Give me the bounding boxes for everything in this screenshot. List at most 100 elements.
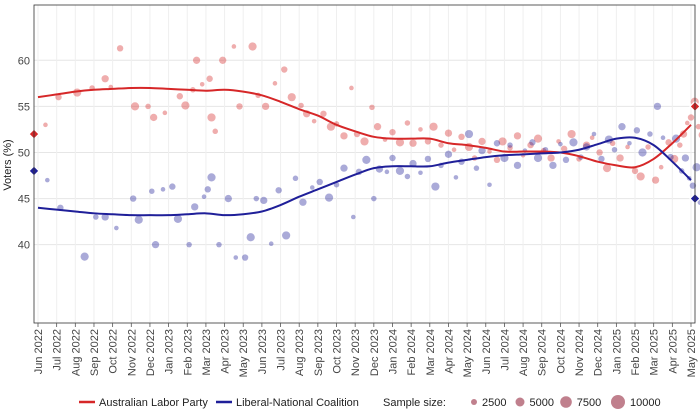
alp-poll-point (272, 81, 278, 86)
lnp-poll-point (224, 194, 232, 203)
x-tick-label: Dec 2022 (145, 329, 157, 376)
x-tick-label: Dec 2024 (593, 329, 605, 376)
alp-poll-point (373, 123, 382, 131)
alp-poll-point (493, 156, 501, 164)
legend: Australian Labor Party Liberal-National … (79, 395, 661, 409)
x-tick-label: Jul 2022 (52, 329, 64, 371)
lnp-poll-point (558, 141, 563, 147)
lnp-poll-point (160, 187, 166, 192)
plot-border (33, 4, 696, 324)
sample-size-dot (560, 396, 572, 408)
lnp-poll-point (207, 173, 216, 182)
alp-poll-point (55, 93, 62, 101)
lnp-poll-point (246, 233, 255, 242)
lnp-poll-point (282, 231, 291, 240)
x-tick-label: Sep 2024 (537, 329, 549, 376)
alp-poll-point (206, 75, 213, 82)
x-tick-label: May 2023 (238, 329, 250, 377)
alp-poll-point (507, 145, 513, 151)
alp-poll-point (636, 172, 645, 181)
lnp-poll-point (292, 175, 299, 182)
alp-poll-point (679, 130, 688, 138)
alp-poll-point (287, 93, 296, 102)
lnp-poll-point (275, 187, 282, 194)
x-tick-label: Jan 2025 (611, 329, 623, 374)
alp-poll-point (389, 129, 396, 136)
x-tick-label: Jun 2023 (257, 329, 269, 374)
alp-poll-point (458, 133, 465, 141)
x-tick-label: Nov 2022 (126, 329, 138, 376)
x-tick-label: Apr 2023 (220, 329, 232, 374)
lnp-poll-point (101, 213, 109, 221)
x-tick-label: Apr 2025 (667, 329, 679, 374)
x-tick-label: Sep 2023 (313, 329, 325, 376)
alp-poll-point (527, 141, 534, 149)
lnp-trend-line (37, 136, 692, 217)
alp-poll-point (395, 138, 405, 147)
alp-trend-line (37, 86, 692, 169)
lnp-poll-point (598, 155, 605, 163)
alp-poll-point (645, 144, 651, 150)
x-tick-label: Jul 2024 (499, 329, 511, 371)
sample-size-value: 10000 (630, 397, 661, 409)
lnp-poll-point (418, 170, 423, 176)
lnp-poll-point (129, 195, 137, 202)
x-tick-label: Mar 2025 (649, 329, 661, 375)
sample-size-value: 5000 (530, 397, 554, 409)
lnp-poll-point (316, 178, 323, 186)
lnp-poll-point (362, 155, 371, 164)
alp-poll-point (533, 134, 543, 143)
lnp-poll-point (487, 182, 492, 188)
lnp-poll-point (241, 254, 249, 261)
alp-poll-point (369, 104, 375, 111)
y-tick-label: 60 (18, 55, 30, 67)
alp-poll-point (631, 167, 639, 175)
x-tick-label: May 2024 (462, 329, 474, 377)
sample-size-dot (471, 399, 477, 405)
lnp-poll-point (45, 177, 50, 183)
alp-poll-point (219, 56, 227, 64)
lnp-poll-point (453, 175, 459, 180)
alp-poll-point (658, 164, 664, 170)
alp-poll-point (409, 139, 417, 147)
alp-poll-point (311, 118, 317, 124)
lnp-poll-point (216, 241, 222, 248)
x-tick-label: Mar 2024 (425, 329, 437, 375)
sample-size-value: 7500 (577, 397, 601, 409)
y-tick-label: 55 (18, 101, 30, 113)
alp-poll-point (162, 110, 168, 116)
grid (34, 5, 695, 323)
lnp-poll-point (591, 131, 597, 137)
y-tick-label: 45 (18, 194, 30, 206)
x-tick-label: Feb 2024 (406, 329, 418, 375)
sample-size-dot (515, 397, 525, 407)
x-tick-label: Jun 2024 (481, 329, 493, 374)
x-tick-label: Oct 2022 (108, 329, 120, 374)
lnp-poll-point (134, 215, 143, 224)
alp-poll-point (451, 147, 457, 153)
alp-poll-point (498, 137, 507, 146)
alp-poll-point (404, 120, 411, 126)
alp-poll-point (130, 102, 140, 111)
alp-poll-point (596, 149, 603, 156)
alp-poll-point (360, 137, 369, 146)
lnp-poll-point (253, 195, 260, 202)
lnp-poll-point (204, 186, 211, 193)
y-axis-title: Voters (%) (2, 139, 14, 190)
alp-poll-point (192, 56, 201, 64)
alp-poll-point (444, 129, 453, 137)
y-tick-label: 40 (18, 240, 30, 252)
alp-poll-point (320, 110, 327, 117)
x-tick-label: May 2025 (686, 329, 698, 377)
x-tick-label: Jul 2023 (276, 329, 288, 371)
x-tick-label: Feb 2023 (182, 329, 194, 375)
x-tick-label: Sep 2022 (89, 329, 101, 376)
lnp-poll-point (186, 241, 192, 248)
alp-poll-point (281, 66, 288, 73)
x-tick-label: Jan 2024 (387, 329, 399, 374)
lnp-poll-point (638, 148, 647, 157)
sample-size-value: 2500 (482, 397, 506, 409)
lnp-poll-point (404, 173, 411, 180)
alp-poll-point (340, 132, 348, 140)
